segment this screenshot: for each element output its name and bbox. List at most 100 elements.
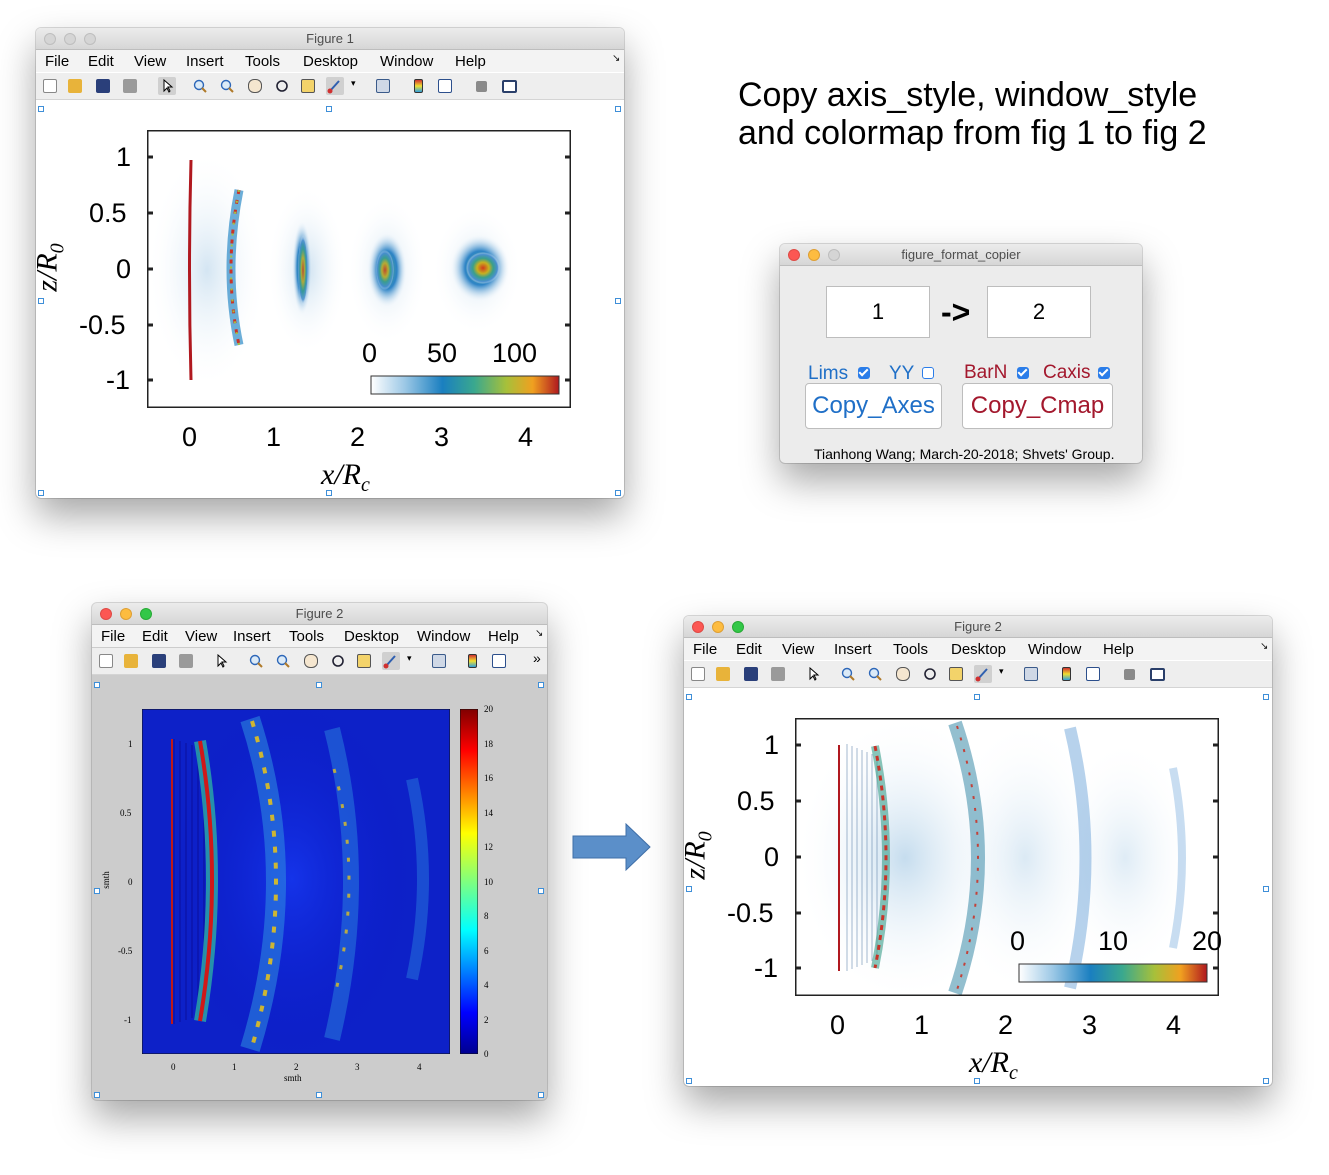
menu-expand-icon[interactable]: ↘ xyxy=(1260,641,1269,652)
selection-handle[interactable] xyxy=(615,106,621,112)
figure-2-titlebar[interactable]: Figure 2 xyxy=(684,616,1272,638)
menu-window[interactable]: Window xyxy=(1028,641,1082,658)
target-figure-input[interactable]: 2 xyxy=(987,286,1091,338)
selection-handle[interactable] xyxy=(94,1092,100,1098)
hide-plot-tools-icon[interactable] xyxy=(476,81,487,92)
selection-handle[interactable] xyxy=(38,490,44,496)
pan-hand-icon[interactable] xyxy=(248,79,262,93)
open-file-icon[interactable] xyxy=(68,79,82,93)
figure-1-axes[interactable] xyxy=(147,130,571,408)
new-figure-icon[interactable] xyxy=(99,654,113,668)
menu-tools[interactable]: Tools xyxy=(245,53,281,70)
menu-insert[interactable]: Insert xyxy=(233,628,271,645)
selection-handle[interactable] xyxy=(686,694,692,700)
selection-handle[interactable] xyxy=(974,1078,980,1084)
barn-checkbox[interactable] xyxy=(1017,367,1029,379)
selection-handle[interactable] xyxy=(615,490,621,496)
print-icon[interactable] xyxy=(179,654,193,668)
menu-edit[interactable]: Edit xyxy=(88,53,114,70)
brush-icon[interactable] xyxy=(326,77,344,95)
menu-expand-icon[interactable]: ↘ xyxy=(535,628,544,639)
brush-icon[interactable] xyxy=(974,665,992,683)
menu-help[interactable]: Help xyxy=(455,53,486,70)
selection-handle[interactable] xyxy=(326,490,332,496)
zoom-out-icon[interactable] xyxy=(276,654,290,668)
copy-axes-button[interactable]: Copy_Axes xyxy=(805,383,942,429)
selection-handle[interactable] xyxy=(326,106,332,112)
zoom-button[interactable] xyxy=(84,33,96,45)
figure-1-titlebar[interactable]: Figure 1 xyxy=(36,28,624,50)
close-button[interactable] xyxy=(100,608,112,620)
show-plot-tools-icon[interactable] xyxy=(502,80,517,93)
selection-handle[interactable] xyxy=(1263,1078,1269,1084)
selection-handle[interactable] xyxy=(615,298,621,304)
brush-dropdown-icon[interactable]: ▾ xyxy=(407,653,412,663)
zoom-in-icon[interactable] xyxy=(249,654,263,668)
pan-hand-icon[interactable] xyxy=(896,667,910,681)
figure-2-before-colorbar[interactable] xyxy=(460,709,478,1054)
link-plot-icon[interactable] xyxy=(376,79,390,93)
minimize-button[interactable] xyxy=(808,249,820,261)
print-icon[interactable] xyxy=(771,667,785,681)
menu-insert[interactable]: Insert xyxy=(834,641,872,658)
menu-tools[interactable]: Tools xyxy=(893,641,929,658)
pointer-icon[interactable] xyxy=(158,77,176,95)
selection-handle[interactable] xyxy=(94,682,100,688)
close-button[interactable] xyxy=(788,249,800,261)
yy-checkbox[interactable] xyxy=(922,367,934,379)
zoom-in-icon[interactable] xyxy=(841,667,855,681)
pointer-icon[interactable] xyxy=(806,666,820,681)
save-icon[interactable] xyxy=(96,79,110,93)
zoom-button[interactable] xyxy=(732,621,744,633)
menu-view[interactable]: View xyxy=(134,53,167,70)
open-file-icon[interactable] xyxy=(716,667,730,681)
pointer-icon[interactable] xyxy=(214,653,228,668)
rotate-3d-icon[interactable] xyxy=(275,79,289,93)
hide-plot-tools-icon[interactable] xyxy=(1124,669,1135,680)
selection-handle[interactable] xyxy=(38,106,44,112)
menu-window[interactable]: Window xyxy=(417,628,471,645)
colorbar-icon[interactable] xyxy=(1062,667,1071,681)
menu-file[interactable]: File xyxy=(693,641,718,658)
menu-edit[interactable]: Edit xyxy=(736,641,762,658)
menu-view[interactable]: View xyxy=(782,641,815,658)
data-cursor-icon[interactable] xyxy=(357,654,371,668)
menu-expand-icon[interactable]: ↘ xyxy=(612,53,621,64)
selection-handle[interactable] xyxy=(686,1078,692,1084)
save-icon[interactable] xyxy=(744,667,758,681)
selection-handle[interactable] xyxy=(94,888,100,894)
selection-handle[interactable] xyxy=(1263,694,1269,700)
pan-hand-icon[interactable] xyxy=(304,654,318,668)
save-icon[interactable] xyxy=(152,654,166,668)
source-figure-input[interactable]: 1 xyxy=(826,286,930,338)
link-plot-icon[interactable] xyxy=(1024,667,1038,681)
minimize-button[interactable] xyxy=(64,33,76,45)
selection-handle[interactable] xyxy=(316,682,322,688)
rotate-3d-icon[interactable] xyxy=(923,667,937,681)
selection-handle[interactable] xyxy=(538,888,544,894)
selection-handle[interactable] xyxy=(38,298,44,304)
menu-tools[interactable]: Tools xyxy=(289,628,325,645)
menu-file[interactable]: File xyxy=(101,628,126,645)
toolbar-overflow-icon[interactable]: » xyxy=(533,650,541,666)
figure-2-titlebar[interactable]: Figure 2 xyxy=(92,603,547,625)
zoom-button[interactable] xyxy=(828,249,840,261)
figure-2-before-axes[interactable] xyxy=(142,709,450,1054)
open-file-icon[interactable] xyxy=(124,654,138,668)
menu-desktop[interactable]: Desktop xyxy=(344,628,400,645)
lims-checkbox[interactable] xyxy=(858,367,870,379)
legend-icon[interactable] xyxy=(492,654,506,668)
colorbar-icon[interactable] xyxy=(468,654,477,668)
menu-desktop[interactable]: Desktop xyxy=(951,641,1007,658)
rotate-3d-icon[interactable] xyxy=(331,654,345,668)
new-figure-icon[interactable] xyxy=(43,79,57,93)
link-plot-icon[interactable] xyxy=(432,654,446,668)
zoom-out-icon[interactable] xyxy=(220,79,234,93)
selection-handle[interactable] xyxy=(316,1092,322,1098)
menu-desktop[interactable]: Desktop xyxy=(303,53,359,70)
colorbar[interactable] xyxy=(370,375,560,395)
figure-2-after-axes[interactable] xyxy=(795,718,1219,996)
menu-insert[interactable]: Insert xyxy=(186,53,224,70)
menu-help[interactable]: Help xyxy=(488,628,519,645)
menu-view[interactable]: View xyxy=(185,628,218,645)
